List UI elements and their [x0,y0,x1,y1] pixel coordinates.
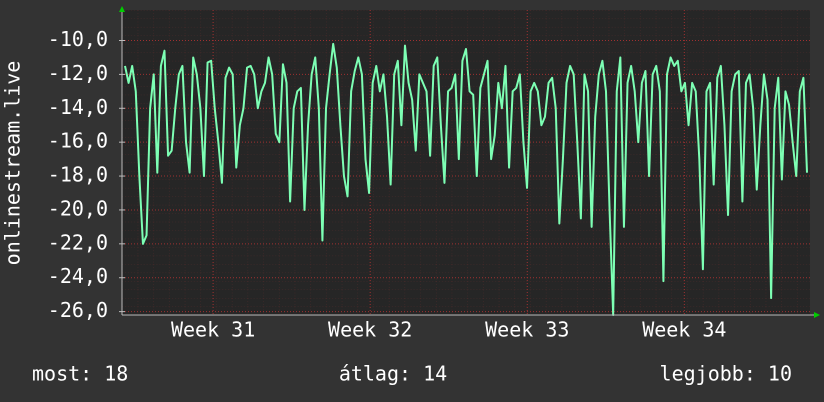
y-tick-label: -22,0 [48,230,108,254]
x-arrow [814,312,820,318]
y-axis-title: onlinestream.live [1,61,25,266]
x-tick-label: Week 31 [171,318,255,342]
y-tick-label: -12,0 [48,61,108,85]
stat-best: legjobb: 10 [660,362,792,386]
stat-average: átlag: 14 [339,362,447,386]
y-arrow [119,6,125,12]
y-tick-label: -26,0 [48,298,108,322]
y-tick-label: -16,0 [48,129,108,153]
y-tick-label: -18,0 [48,163,108,187]
y-tick-label: -10,0 [48,27,108,51]
y-tick-label: -14,0 [48,95,108,119]
y-tick-label: -20,0 [48,196,108,220]
stat-current: most: 18 [32,362,128,386]
y-tick-label: -24,0 [48,264,108,288]
series-line [124,42,808,316]
x-tick-label: Week 32 [328,318,412,342]
x-tick-label: Week 34 [642,318,726,342]
plot: -10,0 -12,0 -14,0 -16,0 -18,0 -20,0 -22,0 -24,0… [48,10,810,342]
x-tick-label: Week 33 [485,318,569,342]
